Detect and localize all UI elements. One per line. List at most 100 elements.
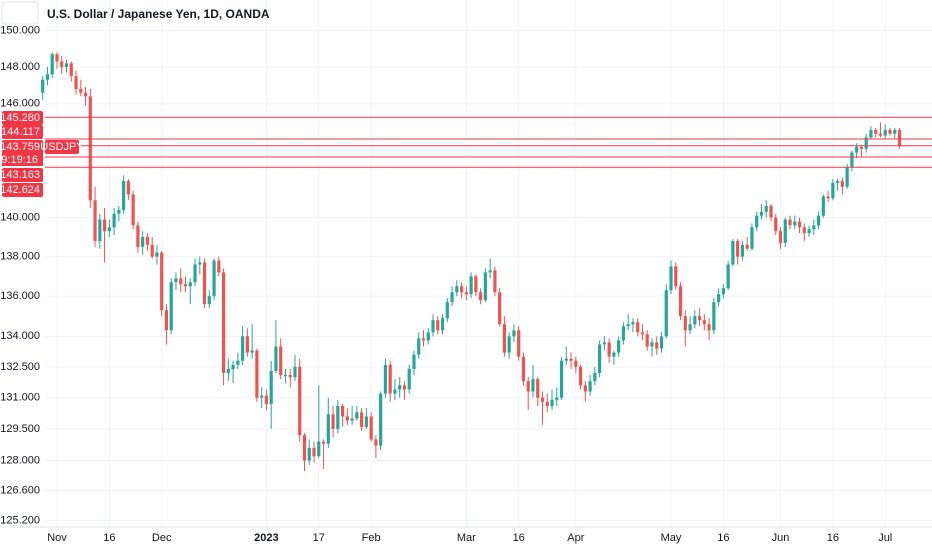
candle-body — [107, 227, 111, 232]
candle-body — [697, 316, 702, 321]
chart-title: U.S. Dollar / Japanese Yen, 1D, OANDA — [47, 7, 270, 21]
y-tick-label: 131.000 — [0, 392, 40, 404]
candle-body — [788, 219, 792, 226]
candle-body — [141, 237, 145, 247]
x-tick-label: Nov — [47, 532, 67, 544]
candle-body — [459, 286, 464, 293]
candle-body — [721, 288, 725, 295]
candle-body — [550, 399, 554, 407]
symbol-label: USDJPY — [40, 141, 84, 153]
y-tick-label: 129.500 — [0, 423, 40, 435]
candle-body — [588, 381, 592, 392]
candle-body — [450, 292, 454, 303]
candle-body — [583, 385, 587, 392]
candle-body — [545, 401, 549, 407]
x-tick-label: Jun — [772, 532, 790, 544]
candle-body — [517, 330, 521, 357]
candle-body — [60, 61, 64, 67]
y-tick-label: 140.000 — [0, 211, 40, 223]
price-label-bg — [2, 125, 43, 139]
candle-body — [464, 292, 468, 295]
candle-body — [274, 346, 278, 371]
candle-body — [383, 364, 388, 394]
candle-body — [336, 406, 340, 429]
candle-body — [317, 441, 321, 457]
candle-body — [45, 74, 50, 80]
y-tick-label: 136.000 — [0, 290, 40, 302]
candle-body — [402, 385, 407, 390]
candle-body — [850, 152, 854, 168]
candle-body — [179, 278, 183, 285]
y-tick-label: 126.600 — [0, 484, 40, 496]
candle-body — [693, 316, 697, 325]
x-tick-label: Feb — [362, 532, 381, 544]
price-label-bg — [2, 183, 43, 197]
candle-body — [436, 320, 440, 331]
candle-body — [488, 270, 492, 273]
candle-body — [526, 381, 530, 392]
candle-body — [88, 96, 92, 201]
candle-body — [183, 284, 188, 287]
candle-body — [479, 292, 483, 301]
candle-body — [417, 338, 421, 355]
candle-body — [364, 416, 368, 427]
candle-body — [736, 240, 740, 257]
candle-body — [241, 336, 245, 361]
price-label-bg — [2, 168, 43, 182]
candle-body — [888, 129, 892, 134]
x-tick-label: 2023 — [254, 532, 278, 544]
candle-body — [255, 350, 259, 398]
candle-body — [55, 54, 59, 62]
candle-body — [836, 181, 840, 183]
x-tick-label: Jul — [878, 532, 892, 544]
candle-body — [802, 227, 806, 234]
candle-body — [431, 320, 435, 333]
x-tick-label: 16 — [103, 532, 115, 544]
candle-body — [217, 260, 221, 273]
candle-body — [483, 272, 487, 301]
candle-body — [445, 302, 449, 319]
candle-body — [574, 360, 578, 367]
candle-body — [245, 336, 249, 353]
countdown: 09:19:16 — [0, 154, 38, 166]
candle-body — [859, 146, 864, 149]
candle-body — [688, 324, 692, 331]
candle-body — [69, 63, 73, 77]
candle-body — [683, 316, 687, 331]
candle-body — [674, 266, 678, 287]
candle-body — [521, 356, 526, 382]
candle-body — [559, 360, 564, 398]
candle-body — [778, 231, 783, 243]
candle-body — [669, 266, 673, 291]
candle-body — [212, 260, 216, 297]
price-label: 142.624 — [0, 184, 40, 196]
candle-body — [769, 205, 773, 218]
candle-body — [169, 282, 173, 331]
candle-body — [498, 292, 502, 325]
candle-body — [759, 211, 764, 216]
candle-body — [117, 209, 121, 214]
x-tick-label: Mar — [457, 532, 476, 544]
candle-body — [326, 414, 330, 444]
candle-body — [236, 360, 240, 365]
candle-body — [369, 416, 373, 440]
x-tick-label: 16 — [827, 532, 839, 544]
symbol-label-bg — [45, 140, 79, 154]
candle-body — [360, 412, 364, 427]
candle-body — [207, 296, 211, 305]
candle-body — [198, 262, 202, 265]
candle-body — [374, 439, 378, 446]
candle-body — [174, 278, 178, 283]
candle-body — [221, 272, 226, 374]
candle-body — [412, 354, 416, 369]
candle-body — [307, 447, 311, 461]
candle-body — [231, 364, 235, 369]
candle-body — [93, 200, 97, 241]
candle-body — [731, 240, 735, 265]
candle-body — [645, 334, 649, 347]
candle-body — [64, 63, 69, 67]
price-label-bg — [2, 140, 43, 154]
price-label: 144.117 — [1, 126, 40, 138]
y-tick-label: 146.000 — [0, 98, 40, 110]
candle-body — [640, 332, 645, 335]
